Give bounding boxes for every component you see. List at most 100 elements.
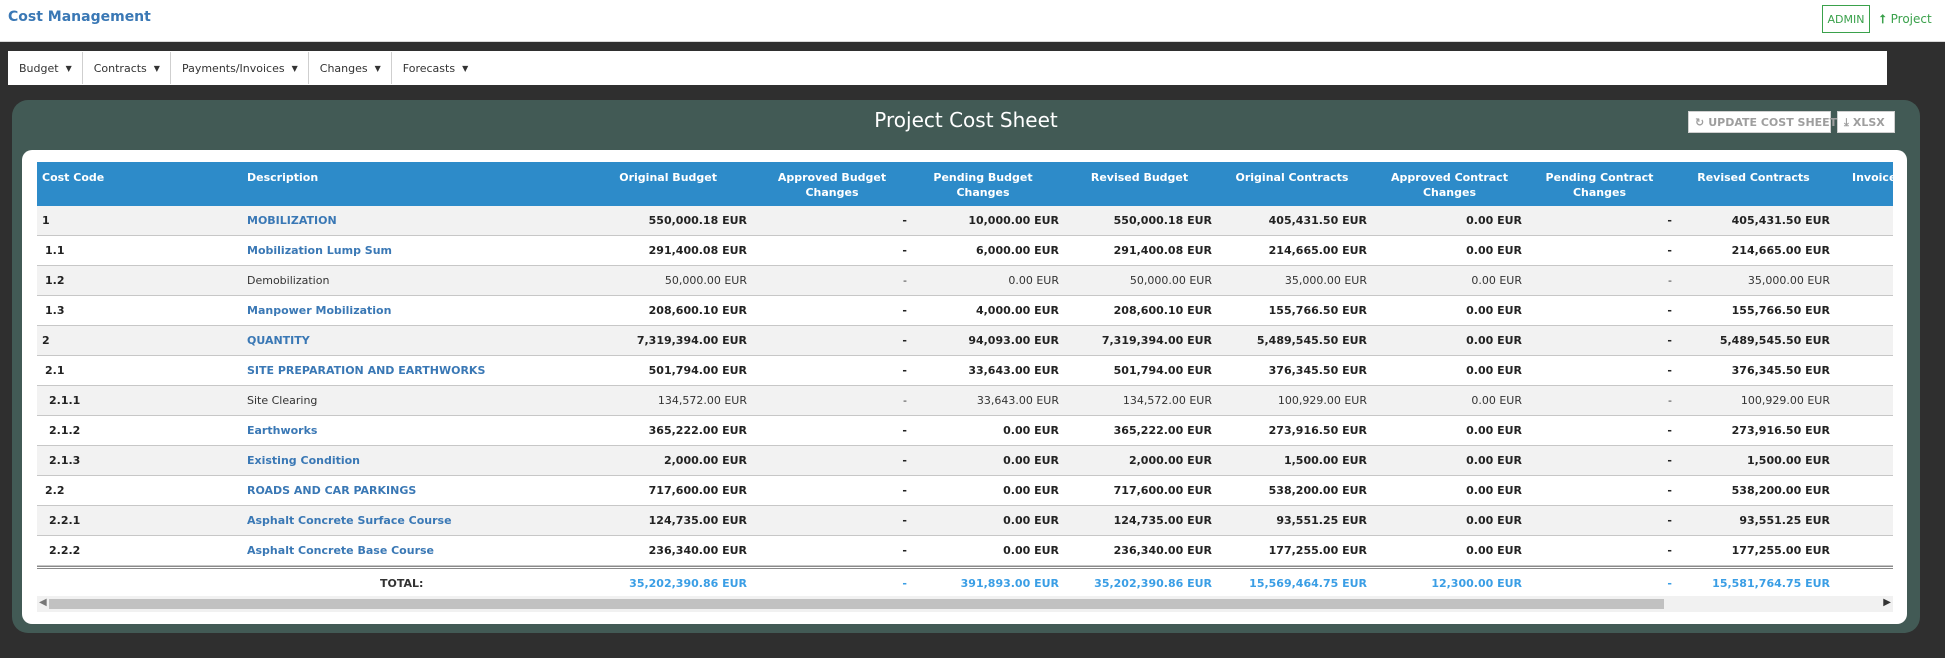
total-pending-budget-changes: 391,893.00 EUR <box>960 577 1059 590</box>
pending-contract-changes: - <box>1667 244 1672 257</box>
original-budget: 208,600.10 EUR <box>648 304 747 317</box>
approved-budget-changes: - <box>902 334 907 347</box>
menu-budget[interactable]: Budget ▼ <box>8 52 83 84</box>
cost-code: 2.1 <box>45 364 65 377</box>
admin-button[interactable]: ADMIN <box>1822 5 1870 33</box>
pending-budget-changes: 33,643.00 EUR <box>968 364 1059 377</box>
col-revised-budget[interactable]: Revised Budget <box>1090 171 1189 184</box>
original-budget: 501,794.00 EUR <box>648 364 747 377</box>
approved-budget-changes: - <box>902 484 907 497</box>
total-pending-contract-changes: - <box>1667 577 1672 590</box>
col-revised-contracts[interactable]: Revised Contracts <box>1697 171 1810 184</box>
page-title: Project Cost Sheet <box>874 108 1058 132</box>
description-link[interactable]: Earthworks <box>247 424 318 437</box>
description-link[interactable]: Manpower Mobilization <box>247 304 392 317</box>
table-row: 2.2 ROADS AND CAR PARKINGS 717,600.00 EU… <box>37 476 1893 506</box>
description-link[interactable]: Asphalt Concrete Base Course <box>247 544 434 557</box>
cost-code: 1.1 <box>45 244 65 257</box>
cost-code: 2.1.1 <box>49 394 81 407</box>
pending-budget-changes: 0.00 EUR <box>1003 454 1059 467</box>
menu-payments-invoices[interactable]: Payments/Invoices ▼ <box>171 52 309 84</box>
col-cost-code[interactable]: Cost Code <box>42 171 105 184</box>
revised-contracts: 405,431.50 EUR <box>1731 214 1830 227</box>
pending-budget-changes: 10,000.00 EUR <box>968 214 1059 227</box>
app-title[interactable]: Cost Management <box>8 9 151 25</box>
col-approved-contract-changes[interactable]: Approved Contract Changes <box>1391 171 1508 199</box>
original-budget: 124,735.00 EUR <box>648 514 747 527</box>
col-approved-budget-changes[interactable]: Approved Budget Changes <box>777 171 887 199</box>
total-original-budget: 35,202,390.86 EUR <box>629 577 747 590</box>
original-contracts: 214,665.00 EUR <box>1268 244 1367 257</box>
approved-contract-changes: 0.00 EUR <box>1466 484 1522 497</box>
total-revised-contracts: 15,581,764.75 EUR <box>1712 577 1830 590</box>
total-approved-budget-changes: - <box>902 577 907 590</box>
col-pending-budget-changes[interactable]: Pending Budget Changes <box>933 171 1033 199</box>
col-pending-contract-changes[interactable]: Pending Contract Changes <box>1545 171 1654 199</box>
project-link[interactable]: ⭡ Project <box>1880 12 1932 27</box>
description-link[interactable]: MOBILIZATION <box>247 214 337 227</box>
menu-changes[interactable]: Changes ▼ <box>309 52 392 84</box>
revised-budget: 50,000.00 EUR <box>1129 274 1212 287</box>
revised-contracts: 177,255.00 EUR <box>1731 544 1830 557</box>
original-budget: 134,572.00 EUR <box>657 394 747 407</box>
pending-contract-changes: - <box>1667 454 1672 467</box>
description-link[interactable]: Existing Condition <box>247 454 361 467</box>
revised-budget: 2,000.00 EUR <box>1128 454 1212 467</box>
scroll-left-icon[interactable]: ◀ <box>39 597 47 608</box>
revised-budget: 134,572.00 EUR <box>1122 394 1212 407</box>
table-row: 1.2 Demobilization 50,000.00 EUR - 0.00 … <box>37 266 1893 296</box>
table-row: 2.1.3 Existing Condition 2,000.00 EUR - … <box>37 446 1893 476</box>
pending-budget-changes: 0.00 EUR <box>1003 514 1059 527</box>
approved-contract-changes: 0.00 EUR <box>1466 454 1522 467</box>
approved-budget-changes: - <box>902 244 907 257</box>
approved-budget-changes: - <box>902 514 907 527</box>
description-link[interactable]: ROADS AND CAR PARKINGS <box>247 484 417 497</box>
scrollbar-thumb[interactable] <box>49 599 1664 609</box>
total-original-contracts: 15,569,464.75 EUR <box>1249 577 1367 590</box>
revised-contracts: 93,551.25 EUR <box>1739 514 1830 527</box>
approved-budget-changes: - <box>902 304 907 317</box>
revised-budget: 124,735.00 EUR <box>1113 514 1212 527</box>
menu-budget-label: Budget <box>19 61 59 75</box>
col-original-budget[interactable]: Original Budget <box>619 171 717 184</box>
table-row: 2 QUANTITY 7,319,394.00 EUR - 94,093.00 … <box>37 326 1893 356</box>
table-row: 2.1.1 Site Clearing 134,572.00 EUR - 33,… <box>37 386 1893 416</box>
approved-contract-changes: 0.00 EUR <box>1466 424 1522 437</box>
revised-contracts: 538,200.00 EUR <box>1731 484 1830 497</box>
pending-budget-changes: 6,000.00 EUR <box>975 244 1059 257</box>
xlsx-export-button[interactable]: ⤓ XLSX <box>1837 111 1895 133</box>
col-description[interactable]: Description <box>247 171 319 184</box>
description-link[interactable]: Mobilization Lump Sum <box>247 244 392 257</box>
table-card: Cost Code Description Original Budget Ap… <box>22 150 1907 624</box>
col-invoiced[interactable]: Invoiced <box>1852 171 1893 184</box>
chevron-down-icon: ▼ <box>374 63 381 73</box>
original-contracts: 177,255.00 EUR <box>1268 544 1367 557</box>
menu-forecasts[interactable]: Forecasts ▼ <box>392 52 478 84</box>
cost-code: 1.3 <box>45 304 65 317</box>
update-cost-sheet-label: UPDATE COST SHEET <box>1708 116 1838 129</box>
chevron-down-icon: ▼ <box>291 63 298 73</box>
approved-contract-changes: 0.00 EUR <box>1466 244 1522 257</box>
menu-contracts[interactable]: Contracts ▼ <box>83 52 171 84</box>
pending-budget-changes: 0.00 EUR <box>1003 544 1059 557</box>
description-link[interactable]: QUANTITY <box>247 334 310 347</box>
col-original-contracts[interactable]: Original Contracts <box>1235 171 1349 184</box>
table-row: 2.2.1 Asphalt Concrete Surface Course 12… <box>37 506 1893 536</box>
update-cost-sheet-button[interactable]: ↻ UPDATE COST SHEET <box>1688 111 1837 133</box>
scroll-right-icon[interactable]: ▶ <box>1883 597 1891 608</box>
refresh-icon: ↻ <box>1695 116 1705 129</box>
original-budget: 50,000.00 EUR <box>664 274 747 287</box>
chevron-down-icon: ▼ <box>65 63 72 73</box>
horizontal-scrollbar[interactable]: ◀ ▶ <box>37 596 1893 612</box>
revised-budget: 236,340.00 EUR <box>1113 544 1212 557</box>
approved-contract-changes: 0.00 EUR <box>1466 544 1522 557</box>
top-bar: Cost Management ADMIN ⭡ Project <box>0 0 1945 42</box>
description-link[interactable]: Asphalt Concrete Surface Course <box>247 514 452 527</box>
table-row: 1.1 Mobilization Lump Sum 291,400.08 EUR… <box>37 236 1893 266</box>
cost-code: 2.2.2 <box>49 544 81 557</box>
panel-header: Project Cost Sheet ↻ UPDATE COST SHEET ⤓ X… <box>12 100 1920 140</box>
cost-code: 2.2.1 <box>49 514 81 527</box>
description-link[interactable]: SITE PREPARATION AND EARTHWORKS <box>247 364 486 377</box>
cost-sheet-panel: Project Cost Sheet ↻ UPDATE COST SHEET ⤓ X… <box>12 100 1920 633</box>
approved-contract-changes: 0.00 EUR <box>1466 364 1522 377</box>
